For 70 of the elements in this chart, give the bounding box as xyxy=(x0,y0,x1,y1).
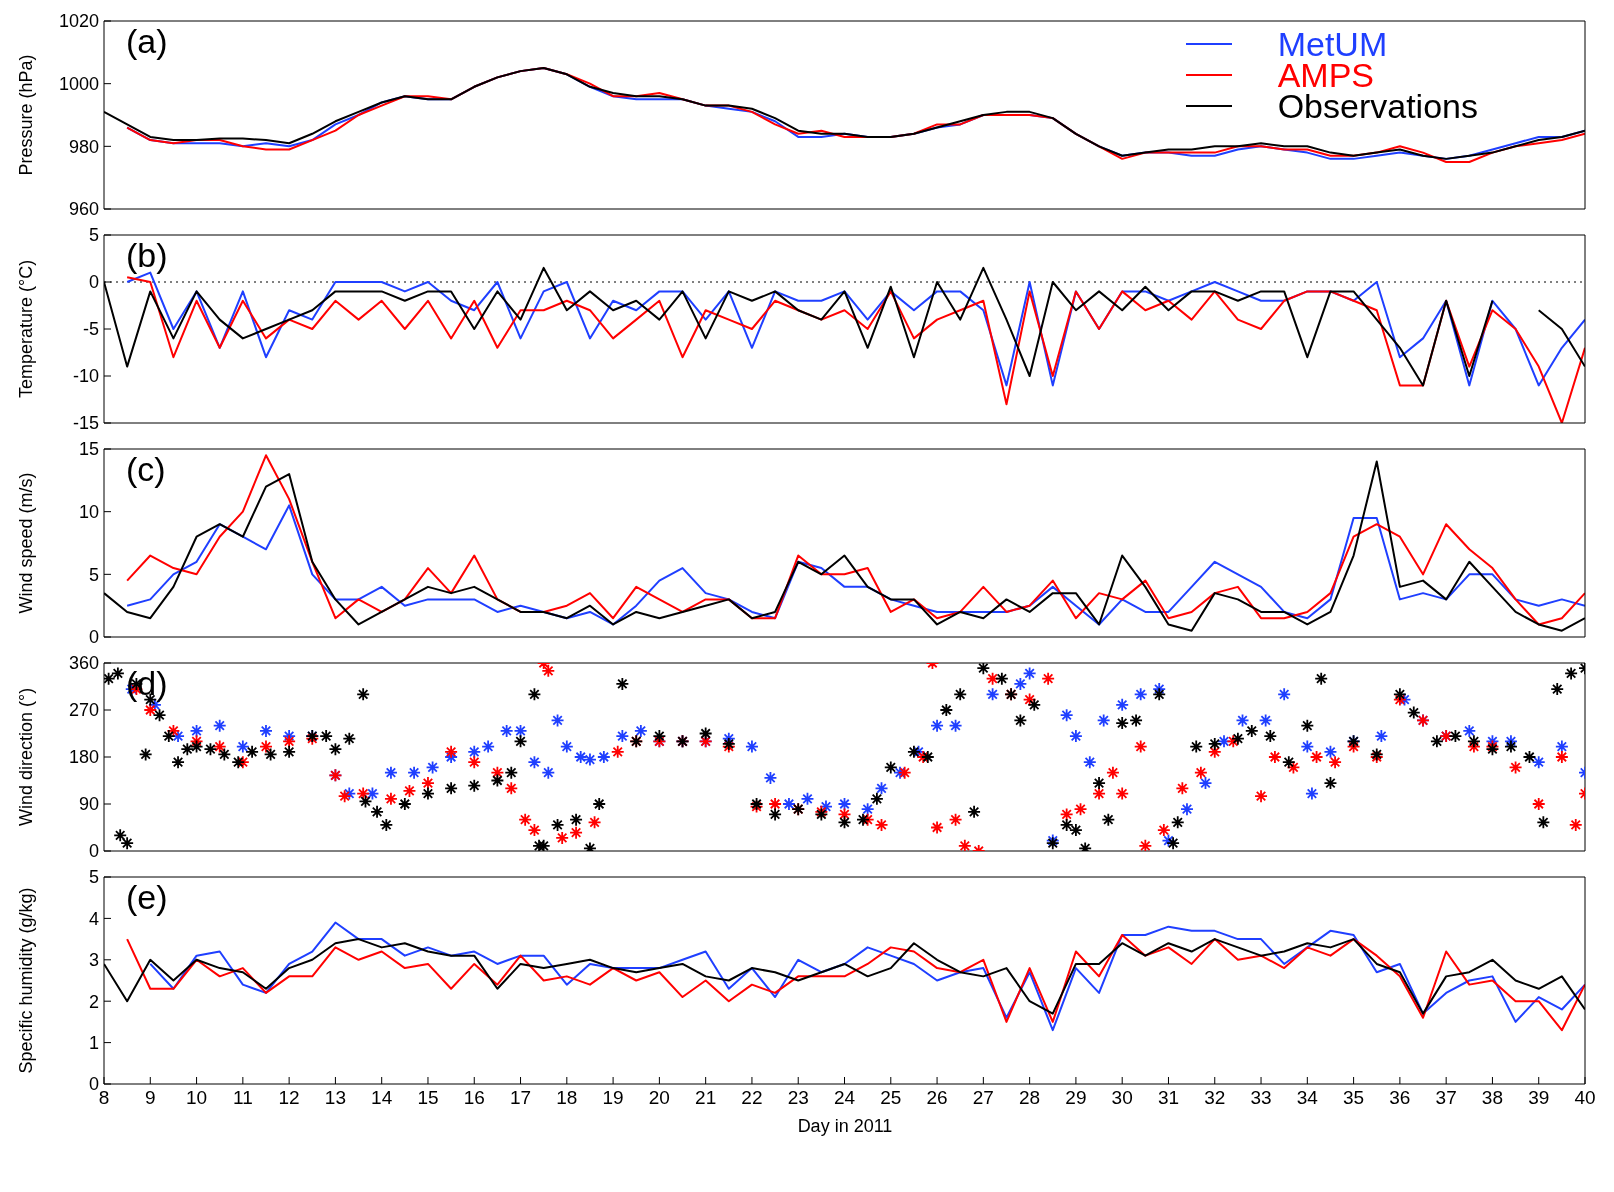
x-tick-label: 34 xyxy=(1296,1087,1319,1109)
y-tick-label: 5 xyxy=(88,225,99,246)
y-axis-title: Wind direction (°) xyxy=(16,687,37,827)
y-axis-title: Pressure (hPa) xyxy=(16,54,37,176)
y-tick-label: 1 xyxy=(88,1032,99,1053)
y-tick-label: -10 xyxy=(72,366,99,387)
x-tick-label: 28 xyxy=(1019,1087,1041,1109)
line-series xyxy=(126,504,1585,626)
y-tick-label: 1020 xyxy=(58,11,99,32)
annotation: (c) xyxy=(126,450,166,488)
x-tick-label: 19 xyxy=(602,1087,624,1109)
x-tick-label: 20 xyxy=(648,1087,670,1109)
x-tick-label: 10 xyxy=(185,1087,208,1109)
x-tick-label: 38 xyxy=(1481,1087,1504,1109)
x-tick-label: 30 xyxy=(1111,1087,1133,1109)
y-tick-label: 270 xyxy=(68,700,99,721)
annotation: (b) xyxy=(126,236,168,274)
x-tick-label: 39 xyxy=(1528,1087,1550,1109)
line-series xyxy=(126,276,1585,423)
x-tick-label: 33 xyxy=(1250,1087,1272,1109)
x-tick-label: 12 xyxy=(278,1087,300,1109)
y-tick-label: 0 xyxy=(88,272,99,293)
x-tick-label: 36 xyxy=(1389,1087,1411,1109)
y-tick-label: 180 xyxy=(68,747,99,768)
x-tick-label: 35 xyxy=(1343,1087,1365,1109)
x-tick-label: 14 xyxy=(371,1087,393,1109)
x-tick-label: 11 xyxy=(232,1087,253,1109)
y-tick-label: 0 xyxy=(88,1074,99,1095)
y-tick-label: 4 xyxy=(88,908,99,929)
y-tick-label: 1000 xyxy=(58,74,99,95)
annotation: (a) xyxy=(126,22,168,60)
x-tick-label: 32 xyxy=(1204,1087,1226,1109)
x-tick-label: 18 xyxy=(556,1087,578,1109)
y-tick-label: 90 xyxy=(78,794,99,815)
x-tick-label: 37 xyxy=(1435,1087,1457,1109)
x-tick-label: 23 xyxy=(787,1087,809,1109)
y-tick-label: -15 xyxy=(72,413,99,434)
x-tick-label: 21 xyxy=(695,1087,717,1109)
annotation: (d) xyxy=(126,664,168,702)
y-tick-label: 10 xyxy=(78,502,99,523)
x-tick-label: 13 xyxy=(324,1087,346,1109)
y-tick-label: 360 xyxy=(68,653,99,674)
y-axis-title: Wind speed (m/s) xyxy=(16,472,37,614)
x-tick-label: 26 xyxy=(926,1087,948,1109)
x-tick-label: 16 xyxy=(463,1087,485,1109)
y-tick-label: 980 xyxy=(68,136,99,157)
x-tick-label: 29 xyxy=(1065,1087,1087,1109)
x-tick-label: 8 xyxy=(98,1087,110,1109)
y-tick-label: 0 xyxy=(88,841,99,862)
y-tick-label: 3 xyxy=(88,950,99,971)
y-tick-label: 5 xyxy=(88,867,99,888)
x-tick-label: 27 xyxy=(972,1087,994,1109)
x-tick-label: 31 xyxy=(1157,1087,1180,1109)
x-tick-label: 9 xyxy=(144,1087,156,1109)
x-tick-label: 40 xyxy=(1574,1087,1596,1109)
y-tick-label: -5 xyxy=(82,319,99,340)
y-tick-label: 960 xyxy=(68,199,99,220)
y-tick-label: 0 xyxy=(88,627,99,648)
y-tick-label: 5 xyxy=(88,564,99,585)
x-tick-label: 25 xyxy=(880,1087,902,1109)
y-axis-title: Specific humidity (g/kg) xyxy=(16,887,37,1074)
annotation: (e) xyxy=(126,878,168,916)
x-axis-title: Day in 2011 xyxy=(796,1115,894,1138)
x-tick-label: 24 xyxy=(833,1087,856,1109)
y-tick-label: 2 xyxy=(88,991,99,1012)
x-tick-label: 22 xyxy=(741,1087,763,1109)
y-axis-title: Temperature (°C) xyxy=(16,259,37,399)
x-tick-label: 15 xyxy=(417,1087,439,1109)
y-tick-label: 15 xyxy=(78,439,99,460)
x-tick-label: 17 xyxy=(509,1087,532,1109)
